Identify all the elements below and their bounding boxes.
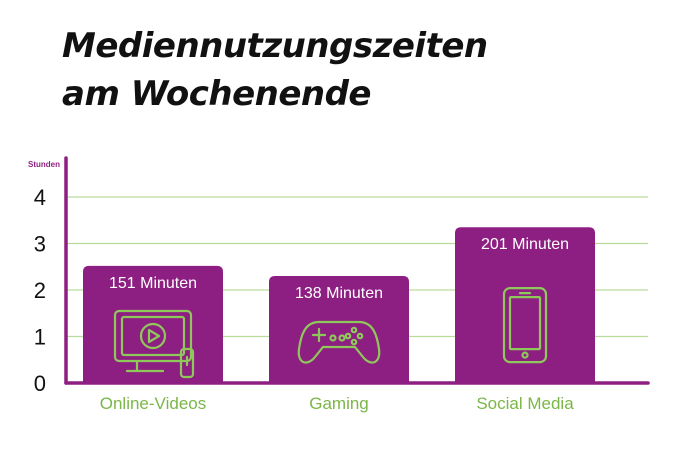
smartphone-icon [502,287,548,364]
x-category-label: Gaming [309,394,369,413]
gamepad-icon [297,320,381,364]
bar-data-label: 138 Minuten [295,285,383,302]
y-tick-label: 2 [34,278,46,303]
bar-gaming [269,276,409,383]
y-axis-label: Stunden [28,160,60,169]
chart-title-line-2: am Wochenende [62,74,371,114]
bar-data-label: 201 Minuten [481,236,569,253]
bar-data-label: 151 Minuten [109,275,197,292]
y-tick-label: 3 [34,232,46,257]
y-tick-label: 0 [34,371,46,396]
y-tick-label: 1 [34,325,46,350]
x-category-label: Online-Videos [100,394,206,413]
tv-play-icon [113,309,195,379]
y-tick-label: 4 [34,185,46,210]
chart-title-line-1: Mediennutzungszeiten [62,26,488,66]
labels: 0 1 2 3 4 Stunden 151 Minuten Online-Videos 138 … [28,160,574,413]
x-category-label: Social Media [476,394,574,413]
chart-title: Mediennutzungszeiten am Wochenende [62,22,488,118]
bar-social-media [455,227,595,383]
axes [64,156,650,385]
